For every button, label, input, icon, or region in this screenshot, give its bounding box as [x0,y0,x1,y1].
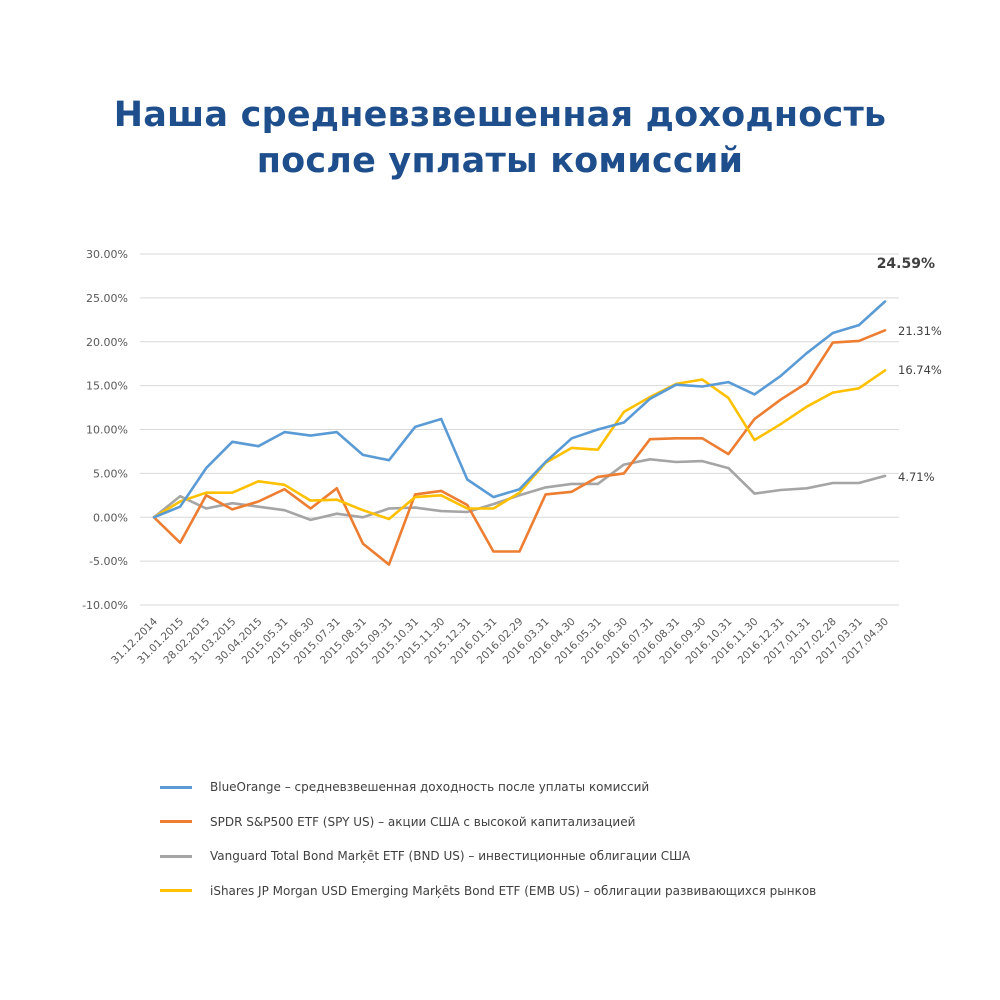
legend-label: iShares JP Morgan USD Emerging Marķēts B… [210,883,817,898]
legend-item-bnd[interactable]: Vanguard Total Bond Marķēt ETF (BND US) … [160,839,816,874]
y-tick-label: 25.00% [86,292,128,305]
series-line [152,457,887,522]
gridlines [140,253,899,606]
legend-label: BlueOrange – средневзвешенная доходность… [210,780,650,795]
y-tick-label: -5.00% [89,555,128,568]
legend-item-emb[interactable]: iShares JP Morgan USD Emerging Marķēts B… [160,874,816,909]
legend: BlueOrange – средневзвешенная доходность… [160,770,816,908]
y-tick-label: 20.00% [86,336,128,349]
y-tick-label: 5.00% [93,467,128,480]
legend-label: SPDR S&P500 ETF (SPY US) – акции США с в… [210,814,636,829]
end-value-label: 4.71% [898,470,935,484]
end-value-label: 24.59% [877,256,935,272]
x-axis-ticks: 31.12.201431.01.201528.02.201531.03.2015… [109,615,891,666]
series-line [152,328,887,566]
y-tick-label: 10.00% [86,424,128,437]
legend-swatch-orange-line-icon [160,820,192,824]
y-tick-label: 15.00% [86,380,128,393]
line-chart: 30.00% 25.00% 20.00% 15.00% 10.00% 5.00% 0.00%… [82,248,942,667]
chart-title-line-1: Наша средневзвешенная доходность [113,95,887,135]
end-value-label: 16.74% [898,363,942,377]
y-tick-label: 30.00% [86,248,128,261]
legend-swatch-yellow-line-icon [160,889,192,893]
legend-swatch-gray-line-icon [160,854,192,858]
legend-swatch-blue-line-icon [160,785,192,789]
end-value-labels: 24.59% 21.31% 4.71% 16.74% [877,256,942,484]
series-line [152,300,887,519]
y-tick-label: 0.00% [93,511,128,524]
legend-item-spy[interactable]: SPDR S&P500 ETF (SPY US) – акции США с в… [160,805,816,840]
legend-label: Vanguard Total Bond Marķēt ETF (BND US) … [210,849,691,864]
series-line [152,369,887,521]
legend-item-blueorange[interactable]: BlueOrange – средневзвешенная доходность… [160,770,816,805]
chart-title-line-2: после уплаты комиссий [256,141,744,181]
end-value-label: 21.31% [898,324,942,338]
data-series [152,300,887,566]
y-axis-ticks: 30.00% 25.00% 20.00% 15.00% 10.00% 5.00% 0.00%… [82,248,128,612]
chart-title: Наша средневзвешенная доходность после у… [0,92,1000,184]
y-tick-label: -10.00% [82,599,128,612]
